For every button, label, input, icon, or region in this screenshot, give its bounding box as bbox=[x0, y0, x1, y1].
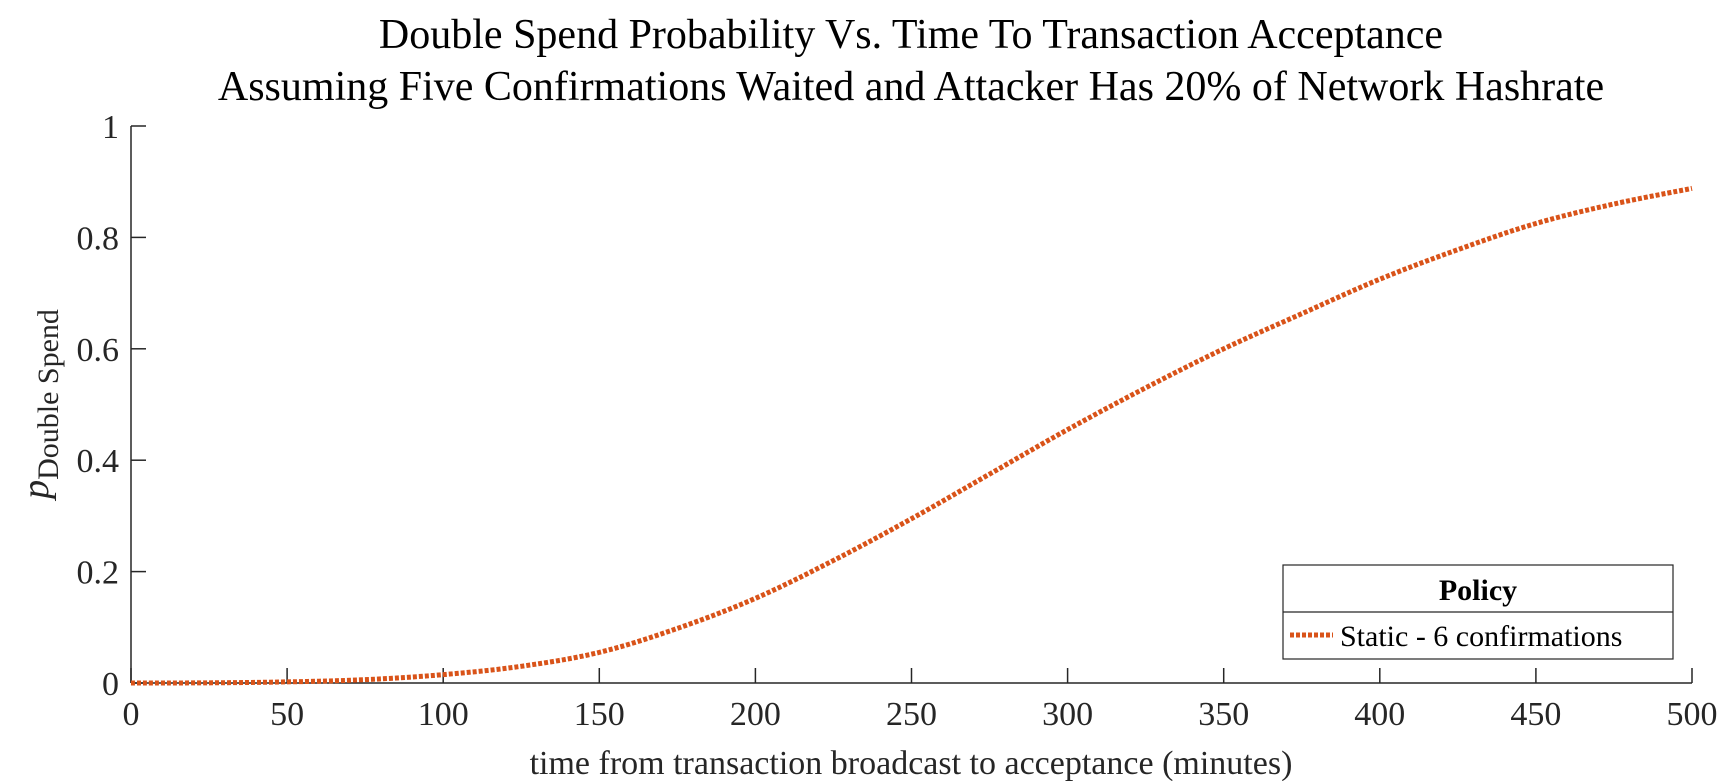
y-tick-label: 0.2 bbox=[77, 555, 120, 592]
chart-title-line-2: Assuming Five Confirmations Waited and A… bbox=[218, 64, 1604, 110]
x-tick-label: 250 bbox=[886, 696, 937, 733]
y-tick-label: 1 bbox=[102, 109, 119, 146]
x-axis-label: time from transaction broadcast to accep… bbox=[530, 745, 1293, 781]
y-tick-label: 0.8 bbox=[77, 220, 120, 257]
chart-title-line-1: Double Spend Probability Vs. Time To Tra… bbox=[379, 12, 1443, 58]
x-tick-label: 0 bbox=[123, 696, 140, 733]
y-ticks: 0 0.2 0.4 0.6 0.8 1 bbox=[77, 109, 146, 703]
x-tick-label: 50 bbox=[270, 696, 304, 733]
y-axis-label: pDouble Spend bbox=[15, 309, 65, 502]
x-tick-label: 450 bbox=[1510, 696, 1561, 733]
series-line bbox=[130, 185, 1693, 686]
y-tick-label: 0.4 bbox=[77, 443, 120, 480]
x-tick-label: 100 bbox=[418, 696, 469, 733]
x-ticks: 0 50 100 150 200 250 300 350 400 450 500 bbox=[123, 668, 1718, 733]
y-tick-label: 0 bbox=[102, 666, 119, 703]
x-tick-label: 300 bbox=[1042, 696, 1093, 733]
y-axis-label-main: p bbox=[15, 480, 57, 502]
x-tick-label: 350 bbox=[1198, 696, 1249, 733]
x-tick-label: 150 bbox=[574, 696, 625, 733]
legend-entry-label: Static - 6 confirmations bbox=[1340, 620, 1622, 653]
y-tick-label: 0.6 bbox=[77, 332, 120, 369]
legend-title: Policy bbox=[1439, 574, 1517, 607]
legend: Policy Static - 6 confirmations bbox=[1282, 564, 1674, 660]
x-tick-label: 400 bbox=[1354, 696, 1405, 733]
y-axis-label-sub: Double Spend bbox=[32, 309, 65, 480]
series-group bbox=[130, 185, 1693, 686]
x-tick-label: 500 bbox=[1667, 696, 1718, 733]
x-tick-label: 200 bbox=[730, 696, 781, 733]
